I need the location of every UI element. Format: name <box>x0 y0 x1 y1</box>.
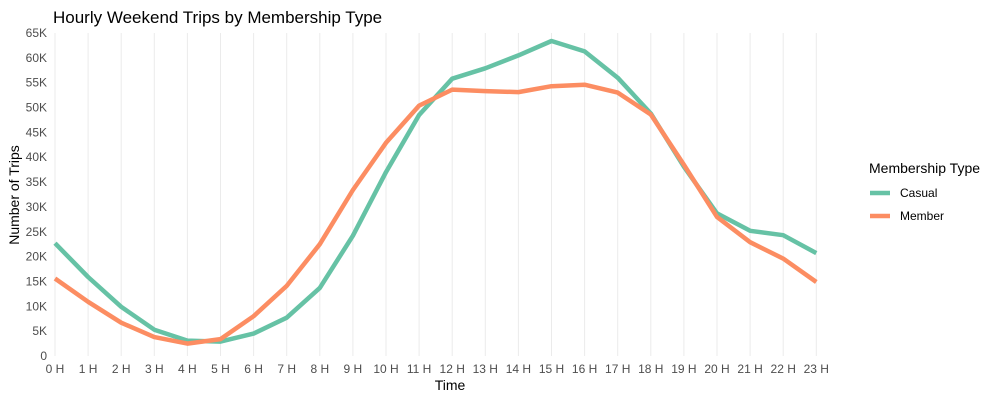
x-axis-ticks: 0 H 1 H 2 H 3 H 4 H 5 H 6 H 7 H 8 H 9 H 10 H 11 H 12… <box>46 362 829 376</box>
y-tick-label: 50K <box>26 101 47 115</box>
x-tick-label: 23 H <box>804 362 829 376</box>
x-tick-label: 22 H <box>771 362 796 376</box>
x-tick-label: 21 H <box>737 362 762 376</box>
legend-label-member: Member <box>900 209 944 223</box>
series-line-member <box>53 82 818 346</box>
x-tick-label: 2 H <box>112 362 131 376</box>
y-tick-label: 20K <box>26 250 47 264</box>
y-tick-label: 40K <box>26 150 47 164</box>
y-tick-label: 25K <box>26 225 47 239</box>
x-tick-label: 19 H <box>671 362 696 376</box>
y-tick-label: 55K <box>26 76 47 90</box>
x-tick-label: 1 H <box>79 362 98 376</box>
y-tick-label: 60K <box>26 51 47 65</box>
x-tick-label: 3 H <box>145 362 164 376</box>
legend-label-casual: Casual <box>900 186 937 200</box>
x-tick-label: 16 H <box>572 362 597 376</box>
legend-title: Membership Type <box>869 160 980 176</box>
y-tick-label: 15K <box>26 274 47 288</box>
y-tick-label: 10K <box>26 299 47 313</box>
x-tick-label: 7 H <box>277 362 296 376</box>
grid <box>54 33 817 356</box>
x-tick-label: 6 H <box>244 362 263 376</box>
y-axis-ticks: 0 5K 10K 15K 20K 25K 30K 35K 40K 45K 50K 55K 60K 65K <box>26 26 48 363</box>
x-tick-label: 5 H <box>211 362 230 376</box>
y-tick-label: 30K <box>26 200 47 214</box>
x-tick-label: 12 H <box>440 362 465 376</box>
x-tick-label: 14 H <box>506 362 531 376</box>
y-tick-label: 5K <box>32 324 47 338</box>
x-axis-title: Time <box>435 377 466 393</box>
x-tick-label: 20 H <box>704 362 729 376</box>
x-tick-label: 15 H <box>539 362 564 376</box>
y-tick-label: 65K <box>26 26 47 40</box>
x-tick-label: 0 H <box>46 362 65 376</box>
chart-title: Hourly Weekend Trips by Membership Type <box>53 8 382 27</box>
y-tick-label: 45K <box>26 125 47 139</box>
x-tick-label: 9 H <box>344 362 363 376</box>
x-tick-label: 10 H <box>373 362 398 376</box>
x-tick-label: 18 H <box>638 362 663 376</box>
y-tick-label: 0 <box>40 349 47 363</box>
legend: Membership Type Casual Member <box>869 160 980 223</box>
y-axis-title: Number of Trips <box>6 145 22 245</box>
y-tick-label: 35K <box>26 175 47 189</box>
x-tick-label: 11 H <box>407 362 431 376</box>
series-lines <box>53 38 818 346</box>
x-tick-label: 13 H <box>473 362 498 376</box>
x-tick-label: 8 H <box>310 362 329 376</box>
x-tick-label: 17 H <box>605 362 630 376</box>
x-tick-label: 4 H <box>178 362 197 376</box>
